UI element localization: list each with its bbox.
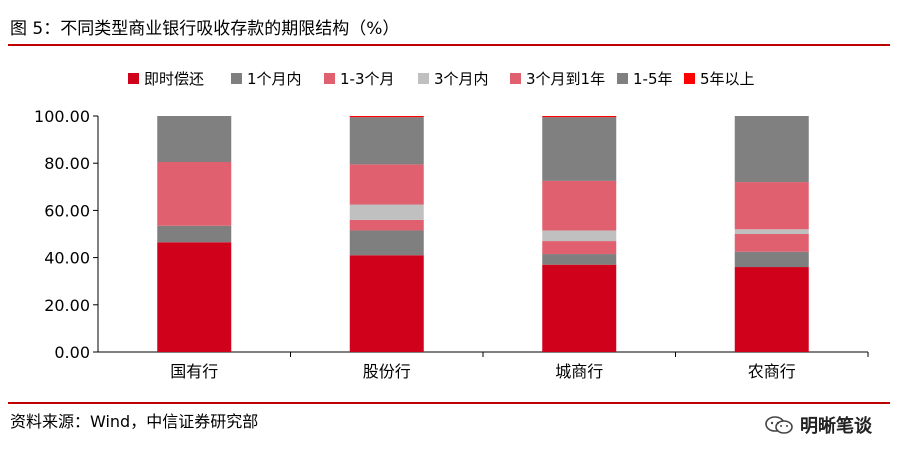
- bar-segment: [349, 230, 424, 256]
- x-tick-label: 农商行: [748, 362, 796, 381]
- bar-segment: [542, 241, 617, 255]
- legend-label: 3个月内: [434, 70, 489, 88]
- bar-segment: [734, 234, 809, 252]
- legend-label: 1-5年: [633, 70, 673, 88]
- legend-swatch: [324, 73, 335, 84]
- wechat-icon: [765, 416, 793, 434]
- stacked-bar-chart: 即时偿还 1个月内 1-3个月 3个月内 3个月到1年 1-5年 5年以上 0.00 20.0…: [34, 70, 869, 381]
- legend-label: 3个月到1年: [526, 70, 605, 88]
- legend-swatch: [128, 73, 139, 84]
- legend-label: 即时偿还: [144, 70, 204, 88]
- x-tick-label: 城商行: [555, 362, 603, 381]
- legend-label: 5年以上: [700, 70, 755, 88]
- x-tick-label: 国有行: [170, 362, 218, 381]
- bar-segment: [349, 219, 424, 231]
- bar-segment: [157, 162, 232, 226]
- x-tick-label: 股份行: [363, 362, 411, 381]
- y-tick-label: 40.00: [44, 249, 90, 268]
- chart-bars: [157, 116, 809, 352]
- legend-label: 1-3个月: [340, 70, 395, 88]
- bar-segment: [157, 242, 232, 352]
- legend-swatch: [510, 73, 521, 84]
- legend-label: 1个月内: [247, 70, 302, 88]
- bar-segment: [349, 116, 424, 118]
- legend-swatch: [684, 73, 695, 84]
- bar-segment: [734, 229, 809, 234]
- legend-swatch: [617, 73, 628, 84]
- bar-segment: [349, 255, 424, 352]
- legend-swatch: [418, 73, 429, 84]
- bar-segment: [542, 264, 617, 352]
- bar-segment: [157, 116, 232, 163]
- watermark-text: 明晰笔谈: [800, 416, 872, 437]
- y-tick-label: 0.00: [54, 343, 90, 362]
- bar-segment: [157, 225, 232, 243]
- bar-segment: [734, 116, 809, 183]
- bar-segment: [542, 117, 617, 181]
- bar-segment: [542, 180, 617, 231]
- bar-segment: [349, 164, 424, 205]
- bar-segment: [542, 254, 617, 265]
- y-tick-label: 100.00: [34, 107, 90, 126]
- bar-segment: [542, 116, 617, 118]
- title-rule: [8, 44, 890, 46]
- figure-title: 图 5：不同类型商业银行吸收存款的期限结构（%）: [10, 19, 400, 39]
- bar-segment: [734, 267, 809, 352]
- source-note: 资料来源：Wind，中信证券研究部: [10, 412, 259, 431]
- bar-segment: [542, 230, 617, 242]
- bar-segment: [734, 251, 809, 268]
- y-tick-label: 60.00: [44, 201, 90, 220]
- bar-segment: [734, 182, 809, 230]
- y-tick-label: 20.00: [44, 296, 90, 315]
- watermark: 明晰笔谈: [764, 412, 872, 438]
- bar-segment: [349, 117, 424, 165]
- chart-axes: 0.00 20.00 40.00 60.00 80.00 100.00 国有行 股份行 城商行 农…: [34, 107, 869, 381]
- y-tick-label: 80.00: [44, 154, 90, 173]
- bar-segment: [349, 204, 424, 220]
- legend-swatch: [231, 73, 242, 84]
- chart-legend: 即时偿还 1个月内 1-3个月 3个月内 3个月到1年 1-5年 5年以上: [128, 70, 755, 88]
- footer-rule: [8, 402, 890, 404]
